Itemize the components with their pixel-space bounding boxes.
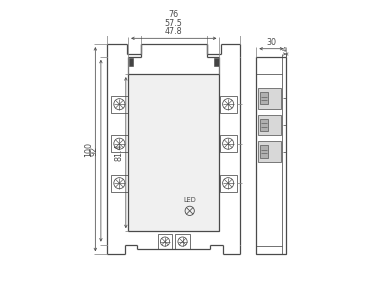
Bar bbox=[258, 141, 281, 162]
Bar bbox=[128, 74, 219, 231]
Bar bbox=[256, 57, 286, 254]
Bar bbox=[219, 135, 237, 152]
Bar bbox=[111, 96, 128, 113]
Bar bbox=[219, 96, 237, 113]
Bar bbox=[258, 88, 281, 109]
Text: LED: LED bbox=[183, 197, 196, 203]
Bar bbox=[111, 135, 128, 152]
Bar bbox=[129, 58, 133, 66]
Text: 30: 30 bbox=[266, 38, 277, 47]
Text: 92: 92 bbox=[90, 146, 98, 156]
Bar bbox=[258, 115, 281, 135]
Text: 81.4: 81.4 bbox=[115, 144, 124, 161]
Bar bbox=[111, 175, 128, 192]
Bar bbox=[260, 119, 268, 131]
Bar bbox=[260, 146, 268, 158]
Bar bbox=[219, 175, 237, 192]
Bar bbox=[158, 234, 172, 249]
Bar bbox=[260, 92, 268, 104]
Text: 4: 4 bbox=[282, 46, 286, 52]
Text: 57.5: 57.5 bbox=[165, 19, 183, 28]
Text: 47.8: 47.8 bbox=[165, 28, 183, 37]
Bar bbox=[175, 234, 190, 249]
Text: 100: 100 bbox=[84, 142, 93, 157]
Bar bbox=[214, 58, 219, 66]
Text: 76: 76 bbox=[169, 10, 179, 19]
